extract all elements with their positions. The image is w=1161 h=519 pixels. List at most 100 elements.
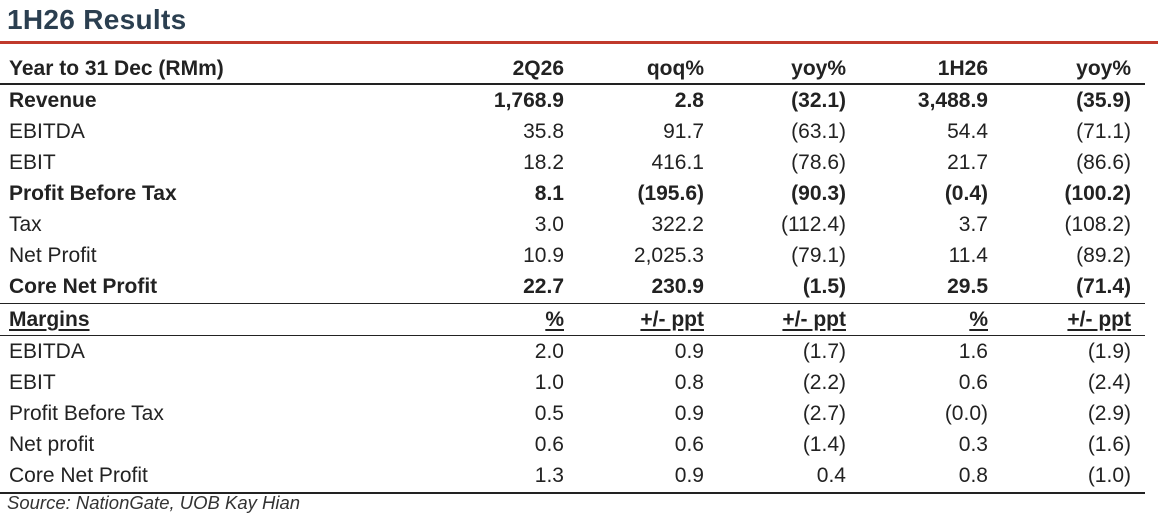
cell: 10.9 bbox=[523, 244, 564, 268]
margins-header-row: Margins % +/- ppt +/- ppt % +/- ppt bbox=[0, 302, 1145, 336]
table-row-margin-ebit: EBIT 1.0 0.8 (2.2) 0.6 (2.4) bbox=[0, 367, 1145, 398]
row-label: Core Net Profit bbox=[0, 460, 430, 494]
margins-header-unit: % bbox=[545, 307, 564, 331]
cell: 18.2 bbox=[523, 150, 564, 174]
cell: (90.3) bbox=[791, 181, 846, 205]
row-label: Net Profit bbox=[9, 244, 97, 268]
cell: 0.3 bbox=[958, 433, 988, 457]
table-row-margin-profit-before-tax: Profit Before Tax 0.5 0.9 (2.7) (0.0) (2… bbox=[0, 398, 1145, 429]
margins-header-cell: % bbox=[430, 302, 578, 336]
cell: (1.7) bbox=[718, 335, 860, 368]
cell: 0.5 bbox=[534, 401, 564, 425]
cell: 11.4 bbox=[948, 244, 988, 268]
cell: (71.1) bbox=[1076, 119, 1131, 143]
cell: (89.2) bbox=[1076, 244, 1131, 268]
cell: 91.7 bbox=[663, 119, 704, 143]
row-label: EBIT bbox=[9, 150, 56, 174]
table-row-revenue: Revenue 1,768.9 2.8 (32.1) 3,488.9 (35.9… bbox=[0, 84, 1145, 116]
cell: (2.2) bbox=[802, 370, 846, 394]
cell: (1.0) bbox=[1002, 460, 1145, 494]
margins-header-unit: % bbox=[969, 307, 988, 331]
column-header-yoy: yoy% bbox=[718, 54, 860, 85]
source-note: Source: NationGate, UOB Kay Hian bbox=[7, 492, 301, 513]
cell: (108.2) bbox=[1064, 213, 1131, 237]
cell: 8.1 bbox=[534, 181, 564, 205]
column-header-1h26: 1H26 bbox=[860, 54, 1002, 85]
row-label: Profit Before Tax bbox=[9, 181, 177, 205]
margins-header-unit: +/- ppt bbox=[782, 307, 846, 331]
row-label: EBITDA bbox=[9, 119, 85, 143]
table-row-margin-net-profit: Net profit 0.6 0.6 (1.4) 0.3 (1.6) bbox=[0, 430, 1145, 461]
cell: 2.8 bbox=[674, 88, 704, 112]
cell: (63.1) bbox=[791, 119, 846, 143]
cell: (100.2) bbox=[1064, 181, 1131, 205]
cell: (2.4) bbox=[1087, 370, 1131, 394]
cell: 0.9 bbox=[578, 460, 718, 494]
row-label: EBITDA bbox=[0, 335, 430, 368]
cell: 0.6 bbox=[958, 370, 988, 394]
column-header-1h26-yoy: yoy% bbox=[1002, 54, 1145, 85]
cell: 22.7 bbox=[523, 275, 564, 299]
table-row-ebit: EBIT 18.2 416.1 (78.6) 21.7 (86.6) bbox=[0, 147, 1145, 178]
table-row-profit-before-tax: Profit Before Tax 8.1 (195.6) (90.3) (0.… bbox=[0, 178, 1145, 209]
cell: 0.9 bbox=[674, 401, 704, 425]
table-row-net-profit: Net Profit 10.9 2,025.3 (79.1) 11.4 (89.… bbox=[0, 241, 1145, 272]
cell: 2.0 bbox=[430, 335, 578, 368]
cell: 0.6 bbox=[674, 433, 704, 457]
results-table: Year to 31 Dec (RMm) 2Q26 qoq% yoy% 1H26… bbox=[0, 54, 1145, 494]
table-row-ebitda: EBITDA 35.8 91.7 (63.1) 54.4 (71.1) bbox=[0, 116, 1145, 147]
cell: (1.9) bbox=[1002, 335, 1145, 368]
cell: (35.9) bbox=[1076, 88, 1131, 112]
cell: 0.8 bbox=[860, 460, 1002, 494]
cell: 2,025.3 bbox=[633, 244, 704, 268]
row-label: EBIT bbox=[9, 370, 56, 394]
margins-header-cell: +/- ppt bbox=[718, 302, 860, 336]
cell: 35.8 bbox=[523, 119, 564, 143]
cell: 29.5 bbox=[947, 275, 988, 299]
row-label: Core Net Profit bbox=[9, 275, 158, 299]
column-header-label: Year to 31 Dec (RMm) bbox=[0, 54, 430, 85]
cell: (0.4) bbox=[944, 181, 988, 205]
table-header-row: Year to 31 Dec (RMm) 2Q26 qoq% yoy% 1H26… bbox=[0, 54, 1145, 85]
page-title: 1H26 Results bbox=[7, 4, 187, 35]
cell: 230.9 bbox=[651, 275, 704, 299]
cell: (112.4) bbox=[781, 213, 846, 237]
cell: (2.7) bbox=[802, 401, 846, 425]
cell: (195.6) bbox=[637, 181, 704, 205]
row-label: Net profit bbox=[9, 433, 95, 457]
row-label: Revenue bbox=[9, 88, 97, 112]
cell: 3.0 bbox=[534, 213, 564, 237]
margins-header-cell: Margins bbox=[0, 302, 430, 336]
table-row-margin-core-net-profit: Core Net Profit 1.3 0.9 0.4 0.8 (1.0) bbox=[0, 460, 1145, 494]
cell: 0.6 bbox=[534, 433, 564, 457]
margins-header-cell: +/- ppt bbox=[1002, 302, 1145, 336]
cell: (2.9) bbox=[1087, 401, 1131, 425]
table-row-core-net-profit: Core Net Profit 22.7 230.9 (1.5) 29.5 (7… bbox=[0, 272, 1145, 304]
cell: 0.8 bbox=[674, 370, 704, 394]
cell: 0.4 bbox=[718, 460, 860, 494]
cell: 322.2 bbox=[651, 213, 704, 237]
cell: 1,768.9 bbox=[493, 88, 564, 112]
table-row-margin-ebitda: EBITDA 2.0 0.9 (1.7) 1.6 (1.9) bbox=[0, 335, 1145, 368]
margins-header-cell: +/- ppt bbox=[578, 302, 718, 336]
cell: 54.4 bbox=[947, 119, 988, 143]
cell: 3.7 bbox=[958, 213, 988, 237]
cell: 416.1 bbox=[651, 150, 704, 174]
margins-header-unit: +/- ppt bbox=[640, 307, 704, 331]
cell: (78.6) bbox=[791, 150, 846, 174]
cell: 1.3 bbox=[430, 460, 578, 494]
title-divider bbox=[0, 41, 1158, 44]
cell: 1.6 bbox=[860, 335, 1002, 368]
cell: 0.9 bbox=[578, 335, 718, 368]
cell: (1.5) bbox=[802, 275, 846, 299]
table-row-tax: Tax 3.0 322.2 (112.4) 3.7 (108.2) bbox=[0, 210, 1145, 241]
row-label: Tax bbox=[9, 213, 42, 237]
cell: (71.4) bbox=[1076, 275, 1131, 299]
cell: (1.6) bbox=[1087, 433, 1131, 457]
cell: (86.6) bbox=[1076, 150, 1131, 174]
cell: 21.7 bbox=[947, 150, 988, 174]
margins-header-label: Margins bbox=[9, 307, 90, 331]
cell: (1.4) bbox=[802, 433, 846, 457]
cell: 1.0 bbox=[534, 370, 564, 394]
margins-header-cell: % bbox=[860, 302, 1002, 336]
